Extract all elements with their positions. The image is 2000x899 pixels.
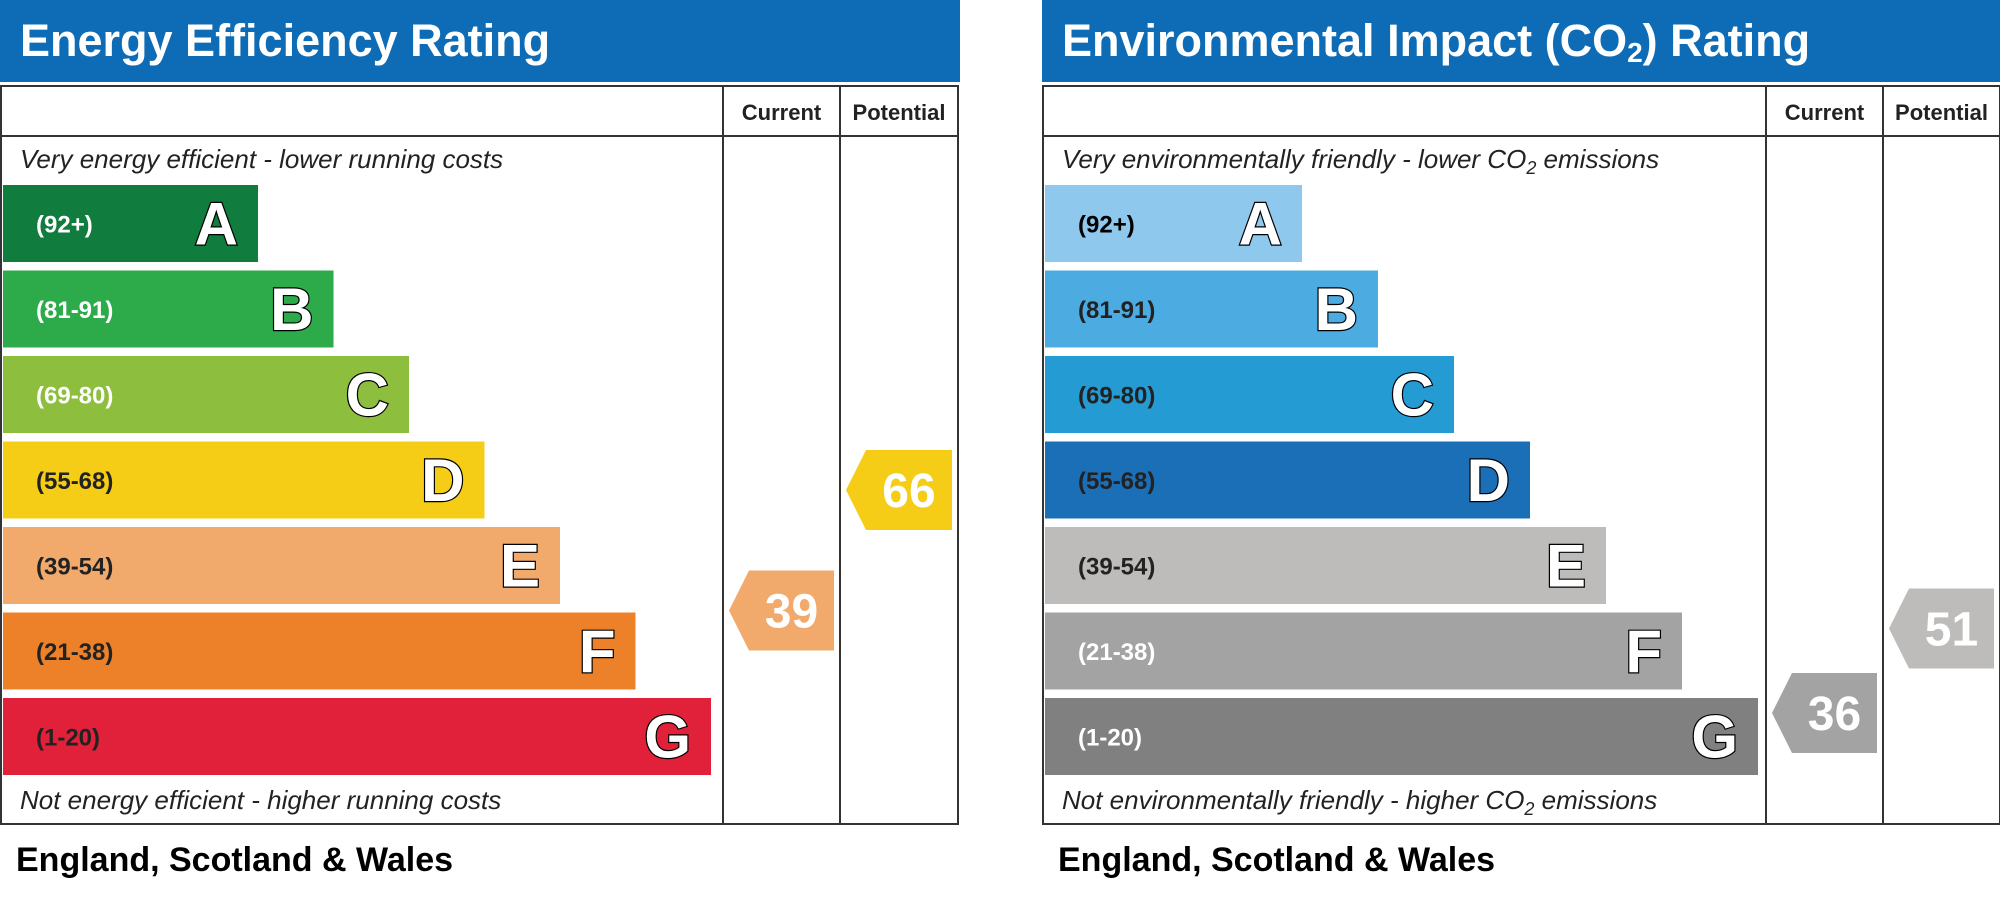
- co2-potential-pointer-value: 51: [1925, 604, 1978, 657]
- co2-range-c: (69-80): [1078, 383, 1155, 410]
- co2-bar-d: [1045, 441, 1530, 519]
- energy-band-g: (1-20) G: [3, 698, 711, 775]
- energy-range-b: (81-91): [36, 297, 113, 324]
- energy-bottom-note: Not energy efficient - higher running co…: [20, 785, 501, 815]
- co2-potential-header: Potential: [1895, 100, 1988, 125]
- co2-letter-a: A: [1239, 191, 1282, 258]
- co2-rating-chart: Current Potential Very environmentally fri…: [1042, 85, 2000, 825]
- co2-current-header: Current: [1785, 100, 1865, 125]
- co2-bottom-note: Not environmentally friendly - higher CO…: [1062, 785, 1657, 819]
- energy-frame: [0, 85, 959, 825]
- co2-band-e: (39-54) E: [1045, 527, 1606, 604]
- co2-current-pointer: 36: [1772, 673, 1877, 753]
- energy-letter-d: D: [421, 447, 464, 514]
- co2-current-pointer-value: 36: [1808, 688, 1861, 741]
- co2-range-e: (39-54): [1078, 554, 1155, 581]
- co2-top-note: Very environmentally friendly - lower CO…: [1062, 144, 1659, 178]
- energy-letter-a: A: [195, 191, 238, 258]
- co2-range-f: (21-38): [1078, 639, 1155, 666]
- co2-letter-c: C: [1391, 362, 1434, 429]
- co2-potential-pointer-shape: [1889, 588, 1994, 669]
- energy-range-a: (92+): [36, 212, 93, 239]
- energy-range-g: (1-20): [36, 725, 100, 752]
- energy-band-f: (21-38) F: [3, 612, 636, 690]
- energy-bar-e: [3, 527, 560, 604]
- co2-band-b: (81-91) B: [1045, 270, 1378, 348]
- co2-range-g: (1-20): [1078, 725, 1142, 752]
- co2-letter-d: D: [1467, 447, 1510, 514]
- co2-potential-pointer: 51: [1889, 588, 1994, 669]
- co2-bar-c: [1045, 356, 1454, 433]
- co2-range-d: (55-68): [1078, 468, 1155, 495]
- energy-band-a: (92+) A: [3, 185, 258, 262]
- energy-current-pointer: 39: [729, 570, 834, 651]
- co2-band-d: (55-68) D: [1045, 441, 1530, 519]
- energy-efficiency-panel: Energy Efficiency Rating Current Potentia…: [0, 0, 960, 899]
- energy-bar-d: [3, 441, 485, 519]
- energy-title: Energy Efficiency Rating: [0, 0, 960, 82]
- co2-band-a: (92+) A: [1045, 185, 1302, 262]
- co2-band-c: (69-80) C: [1045, 356, 1454, 433]
- co2-letter-e: E: [1546, 533, 1586, 600]
- energy-current-pointer-value: 39: [765, 586, 818, 639]
- co2-current-pointer-shape: [1772, 673, 1877, 753]
- co2-band-g: (1-20) G: [1045, 698, 1758, 775]
- co2-range-a: (92+): [1078, 212, 1135, 239]
- energy-range-f: (21-38): [36, 639, 113, 666]
- energy-letter-e: E: [500, 533, 540, 600]
- co2-bar-a: [1045, 185, 1302, 262]
- co2-letter-g: G: [1691, 704, 1738, 771]
- co2-letter-f: F: [1625, 618, 1662, 685]
- energy-current-header: Current: [742, 100, 822, 125]
- energy-bar-g: [3, 698, 711, 775]
- energy-potential-pointer-shape: [846, 450, 952, 530]
- co2-letter-b: B: [1315, 276, 1358, 343]
- energy-rating-chart: Current Potential Very energy efficient - …: [0, 85, 959, 825]
- energy-current-pointer-shape: [729, 570, 834, 651]
- energy-range-c: (69-80): [36, 383, 113, 410]
- energy-bar-a: [3, 185, 258, 262]
- energy-potential-header: Potential: [853, 100, 946, 125]
- energy-bar-f: [3, 612, 636, 690]
- energy-range-e: (39-54): [36, 554, 113, 581]
- energy-potential-pointer: 66: [846, 450, 952, 530]
- energy-potential-pointer-value: 66: [882, 465, 935, 518]
- energy-band-e: (39-54) E: [3, 527, 560, 604]
- co2-title: Environmental Impact (CO2) Rating: [1042, 0, 2000, 82]
- energy-bar-c: [3, 356, 409, 433]
- energy-letter-g: G: [644, 704, 691, 771]
- co2-bar-f: [1045, 612, 1682, 690]
- energy-letter-b: B: [270, 276, 313, 343]
- co2-footer: England, Scotland & Wales: [1042, 827, 1728, 899]
- energy-bar-b: [3, 270, 334, 348]
- energy-range-d: (55-68): [36, 468, 113, 495]
- energy-band-d: (55-68) D: [3, 441, 485, 519]
- energy-letter-f: F: [579, 618, 616, 685]
- energy-band-c: (69-80) C: [3, 356, 409, 433]
- energy-letter-c: C: [346, 362, 389, 429]
- co2-range-b: (81-91): [1078, 297, 1155, 324]
- co2-frame: [1042, 85, 2000, 825]
- co2-impact-panel: Environmental Impact (CO2) Rating Curren…: [1042, 0, 2000, 899]
- co2-bar-e: [1045, 527, 1606, 604]
- energy-footer: England, Scotland & Wales: [0, 827, 680, 899]
- energy-band-b: (81-91) B: [3, 270, 334, 348]
- co2-bar-b: [1045, 270, 1378, 348]
- energy-top-note: Very energy efficient - lower running co…: [20, 144, 503, 174]
- co2-band-f: (21-38) F: [1045, 612, 1682, 690]
- co2-bar-g: [1045, 698, 1758, 775]
